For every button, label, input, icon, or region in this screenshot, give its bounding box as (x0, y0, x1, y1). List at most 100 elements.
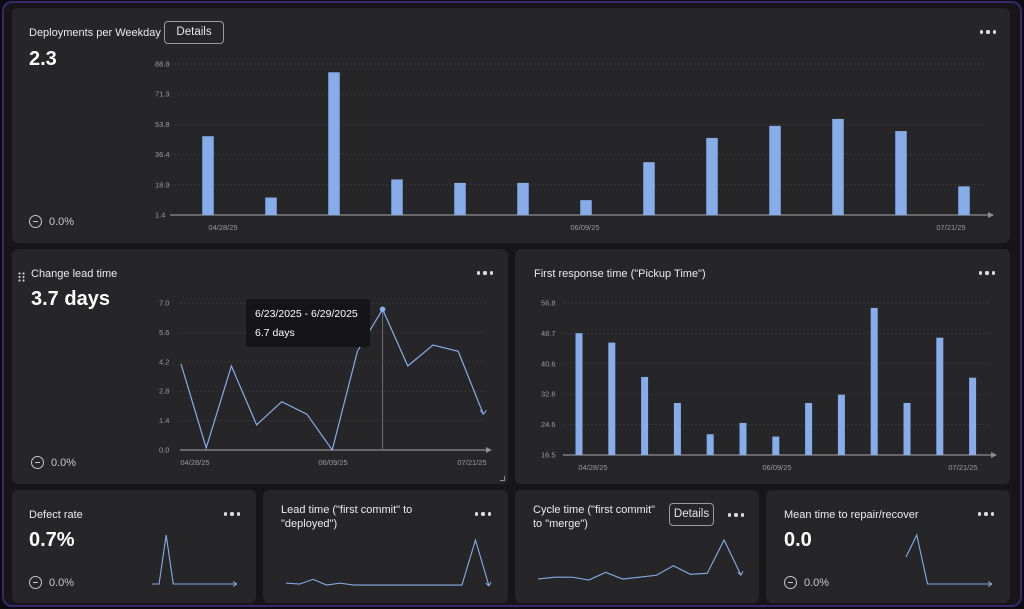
x-tick-label: 07/21/25 (457, 458, 486, 467)
metric-value: 2.3 (29, 48, 57, 70)
bar (903, 402, 911, 455)
details-button[interactable]: Details (164, 21, 224, 44)
chart-tooltip: 6/23/2025 - 6/29/2025 6.7 days (246, 299, 370, 347)
y-tick-label: 56.8 (541, 299, 556, 308)
change-value: 0.0% (51, 456, 77, 469)
sparkline-path (285, 538, 490, 587)
y-tick-label: 88.8 (155, 60, 170, 69)
bar (936, 337, 944, 455)
x-axis-arrow (486, 447, 492, 453)
x-tick-label: 04/28/25 (180, 458, 209, 467)
x-tick-label: 04/28/25 (578, 463, 607, 472)
y-tick-label: 18.9 (155, 180, 170, 189)
sparkline-path (905, 533, 992, 585)
metric-value: 0.7% (29, 529, 75, 551)
bar (969, 377, 977, 455)
bar (454, 182, 466, 215)
drag-handle-icon[interactable] (18, 269, 25, 282)
bar (328, 72, 340, 215)
more-options-button[interactable] (475, 509, 491, 519)
cycle-time-card: Cycle time ("first commit" to "merge") D… (515, 490, 759, 603)
bar (706, 137, 718, 215)
card-title: Change lead time (31, 268, 118, 280)
bar (517, 182, 529, 215)
sparkline-arrow (987, 581, 993, 587)
resize-handle[interactable] (500, 476, 505, 481)
y-tick-label: 16.5 (541, 451, 556, 460)
lead-time-sparkline (285, 538, 492, 587)
x-tick-label: 04/28/25 (208, 223, 237, 232)
bar (580, 200, 592, 215)
more-options-button[interactable] (477, 268, 493, 278)
x-tick-label: 07/21/25 (948, 463, 977, 472)
bar (706, 434, 714, 455)
bar (202, 136, 214, 215)
y-tick-label: 4.2 (159, 357, 169, 366)
sparkline-arrow (485, 581, 492, 587)
minus-circle-icon (31, 456, 44, 469)
bar (643, 162, 655, 215)
y-tick-label: 40.6 (541, 359, 556, 368)
defect-sparkline (152, 534, 238, 587)
tooltip-value: 6.7 days (255, 327, 295, 339)
y-tick-label: 48.7 (541, 329, 556, 338)
change-indicator: 0.0% (29, 576, 74, 589)
y-tick-label: 2.8 (159, 387, 169, 396)
minus-circle-icon (29, 576, 42, 589)
bar (769, 125, 781, 215)
y-tick-label: 0.0 (159, 446, 169, 455)
y-tick-label: 5.6 (159, 328, 169, 337)
change-value: 0.0% (49, 576, 75, 589)
bar (895, 131, 907, 215)
more-options-button[interactable] (980, 27, 996, 37)
bar (391, 179, 403, 215)
bar (958, 186, 970, 215)
change-lead-card: Change lead time 3.7 days 0.0% 7.0 5.6 4.2… (12, 249, 508, 484)
change-lead-line-chart: 7.0 5.6 4.2 2.8 1.4 0.0 04/28/25 06/09/25 07/21/… (159, 299, 492, 467)
mttr-card: Mean time to repair/recover 0.0 0.0% (766, 490, 1010, 603)
metric-value: 0.0 (784, 529, 812, 551)
bar (837, 394, 845, 455)
change-indicator: 0.0% (31, 456, 76, 469)
sparkline-arrow (737, 571, 744, 576)
more-options-button[interactable] (728, 510, 744, 520)
bar (575, 333, 583, 455)
bar (805, 402, 813, 455)
card-title: Deployments per Weekday (29, 27, 161, 39)
more-options-button[interactable] (978, 509, 994, 519)
tooltip-range: 6/23/2025 - 6/29/2025 (255, 308, 358, 320)
x-tick-label: 06/09/25 (762, 463, 791, 472)
line-end-arrow (479, 409, 487, 415)
change-indicator: 0.0% (784, 576, 829, 589)
bar (832, 118, 844, 215)
deployments-bar-chart: 88.8 71.3 53.8 36.4 18.9 1.4 04/28/25 06/09/25 0… (155, 60, 994, 232)
y-tick-label: 32.6 (541, 390, 556, 399)
hover-point (379, 306, 386, 313)
y-tick-label: 7.0 (159, 299, 169, 308)
y-tick-label: 53.8 (155, 120, 170, 129)
y-tick-label: 71.3 (155, 90, 170, 99)
minus-circle-icon (29, 215, 42, 228)
change-value: 0.0% (49, 215, 75, 228)
x-tick-label: 07/21/25 (936, 223, 965, 232)
change-indicator: 0.0% (29, 215, 74, 228)
bar (870, 307, 878, 455)
bar (739, 422, 747, 455)
minus-circle-icon (784, 576, 797, 589)
change-value: 0.0% (804, 576, 830, 589)
first-response-card: First response time ("Pickup Time") 56.8… (515, 249, 1010, 484)
bar (265, 197, 277, 215)
details-button[interactable]: Details (669, 503, 714, 526)
more-options-button[interactable] (224, 509, 240, 519)
card-title: Cycle time ("first commit" to "merge") (533, 504, 656, 530)
more-options-button[interactable] (979, 268, 995, 278)
y-tick-label: 24.6 (541, 420, 556, 429)
y-tick-label: 1.4 (155, 211, 165, 220)
card-title: Lead time ("first commit" to "deployed") (281, 504, 413, 530)
x-tick-label: 06/09/25 (318, 458, 347, 467)
x-tick-label: 06/09/25 (570, 223, 599, 232)
x-axis-arrow (991, 452, 997, 458)
sparkline-path (537, 538, 742, 581)
bar (673, 402, 681, 455)
